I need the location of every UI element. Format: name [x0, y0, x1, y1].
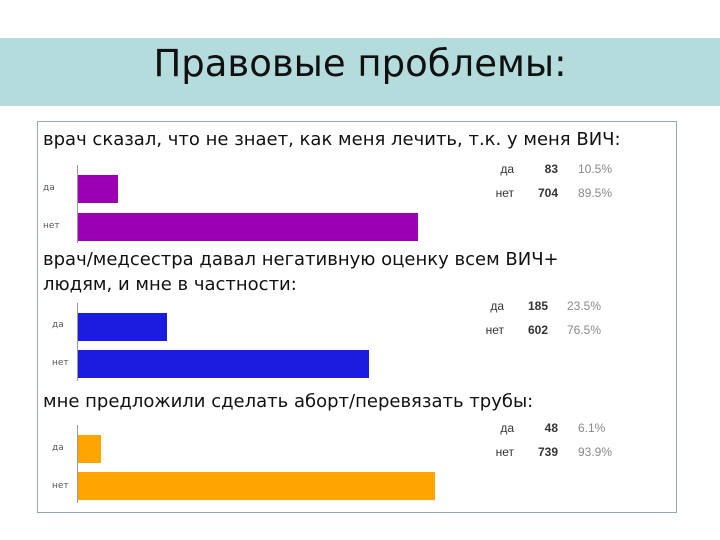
stat-pct-2-yes: 23.5% — [567, 299, 602, 313]
bar-3-yes — [78, 435, 101, 463]
cat-label-2-yes: да — [52, 320, 64, 330]
cat-label-3-no: нет — [52, 481, 69, 491]
question-2-line-2: людям, и мне в частности: — [43, 274, 297, 295]
cat-label-2-no: нет — [52, 358, 69, 368]
stat-pct-1-no: 89.5% — [578, 186, 613, 200]
title-band — [0, 38, 720, 106]
stat-count-1-yes: 83 — [544, 162, 558, 176]
bar-2-no — [78, 350, 369, 378]
stat-pct-3-yes: 6.1% — [578, 421, 606, 435]
stat-label-2-yes: да — [490, 299, 504, 313]
stat-count-2-no: 602 — [527, 323, 548, 337]
question-2-line-1: врач/медсестра давал негативную оценку в… — [43, 249, 559, 270]
stat-count-2-yes: 185 — [527, 299, 548, 313]
stat-label-3-yes: да — [500, 421, 514, 435]
stat-count-3-yes: 48 — [544, 421, 558, 435]
stat-label-2-no: нет — [485, 323, 504, 337]
stat-label-3-no: нет — [495, 445, 514, 459]
stat-pct-3-no: 93.9% — [578, 445, 613, 459]
page-title: Правовые проблемы: — [153, 42, 567, 85]
cat-label-1-yes: да — [43, 183, 55, 193]
stat-label-1-yes: да — [500, 162, 514, 176]
cat-label-3-yes: да — [52, 443, 64, 453]
stat-pct-2-no: 76.5% — [567, 323, 602, 337]
stat-pct-1-yes: 10.5% — [578, 162, 613, 176]
bar-1-yes — [78, 175, 118, 203]
bar-3-no — [78, 472, 435, 500]
question-1: врач сказал, что не знает, как меня лечи… — [43, 129, 621, 150]
stat-count-1-no: 704 — [537, 186, 558, 200]
content-frame — [37, 121, 677, 513]
axis-2 — [77, 303, 78, 381]
stat-count-3-no: 739 — [537, 445, 558, 459]
bar-1-no — [78, 213, 418, 241]
axis-1 — [77, 165, 78, 243]
bar-2-yes — [78, 313, 167, 341]
stat-label-1-no: нет — [495, 186, 514, 200]
question-3: мне предложили сделать аборт/перевязать … — [43, 391, 534, 412]
cat-label-1-no: нет — [43, 221, 60, 231]
axis-3 — [77, 425, 78, 503]
